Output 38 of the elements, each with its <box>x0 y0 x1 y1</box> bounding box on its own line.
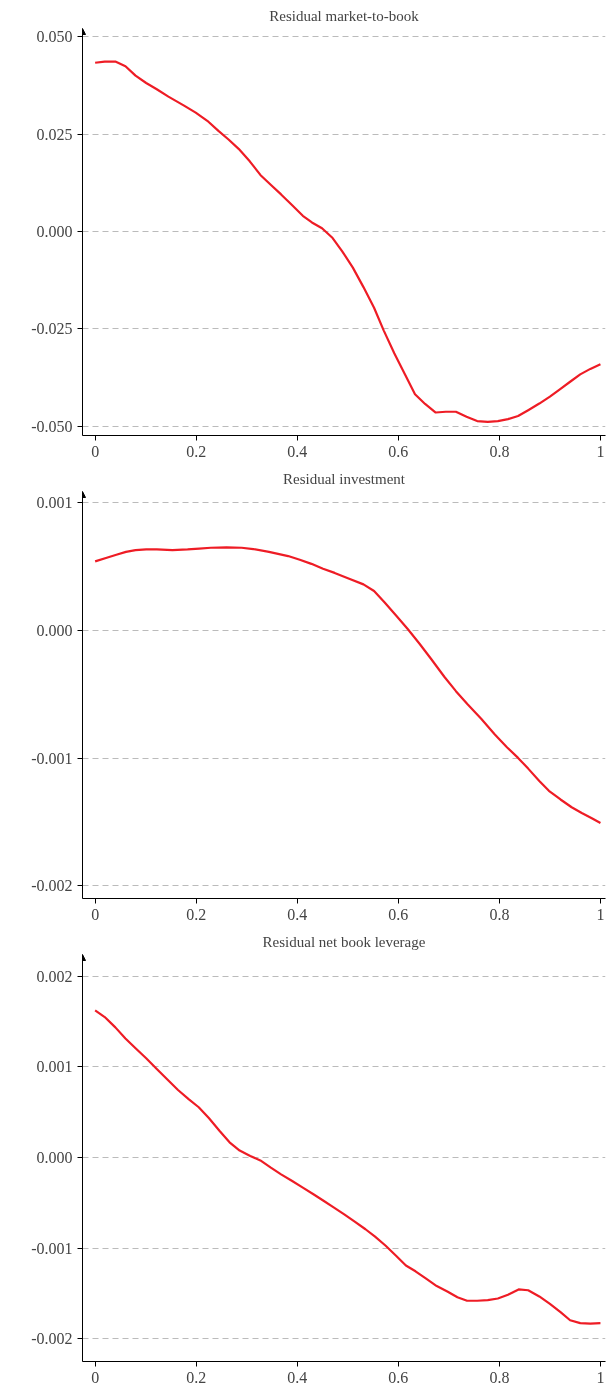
x-tick-label: 0.8 <box>489 442 510 460</box>
x-tick-label: 0.2 <box>186 442 207 460</box>
x-tick-label: 0 <box>91 442 100 460</box>
y-tick-label: 0.050 <box>36 28 73 46</box>
y-tick-label: -0.050 <box>31 417 73 435</box>
x-tick-label: 1 <box>596 1368 605 1386</box>
line-series <box>94 546 602 825</box>
chart-title: Residual investment <box>282 470 406 487</box>
x-tick-label: 0.8 <box>489 905 510 923</box>
y-tick-label: 0.000 <box>36 1149 73 1167</box>
y-tick-label: -0.002 <box>31 877 73 895</box>
y-tick-label: -0.001 <box>31 749 73 767</box>
chart-title: Residual market-to-book <box>269 7 420 24</box>
x-tick-label: 0.4 <box>287 442 308 460</box>
x-tick-label: 0.6 <box>388 1368 409 1386</box>
y-tick-label: 0.001 <box>36 494 73 512</box>
x-tick-label: 1 <box>596 442 605 460</box>
x-tick-label: 0.2 <box>186 905 207 923</box>
y-tick-label: -0.025 <box>31 320 73 338</box>
chart-title: Residual net book leverage <box>262 933 426 950</box>
y-tick-label: 0.025 <box>36 125 73 143</box>
x-tick-label: 1 <box>596 905 605 923</box>
x-tick-label: 0 <box>91 1368 100 1386</box>
y-tick-label: 0.002 <box>36 967 73 985</box>
x-tick-label: 0 <box>91 905 100 923</box>
line-series <box>94 60 602 423</box>
line-series <box>94 1009 602 1325</box>
y-tick-label: 0.001 <box>36 1058 73 1076</box>
x-tick-label: 0.4 <box>287 1368 308 1386</box>
x-tick-label: 0.6 <box>388 442 409 460</box>
y-tick-label: -0.002 <box>31 1330 73 1348</box>
x-tick-label: 0.4 <box>287 905 308 923</box>
x-tick-label: 0.8 <box>489 1368 510 1386</box>
y-tick-label: 0.000 <box>36 622 73 640</box>
y-tick-label: -0.001 <box>31 1239 73 1257</box>
x-tick-label: 0.2 <box>186 1368 207 1386</box>
y-tick-label: 0.000 <box>36 222 73 240</box>
x-tick-label: 0.6 <box>388 905 409 923</box>
